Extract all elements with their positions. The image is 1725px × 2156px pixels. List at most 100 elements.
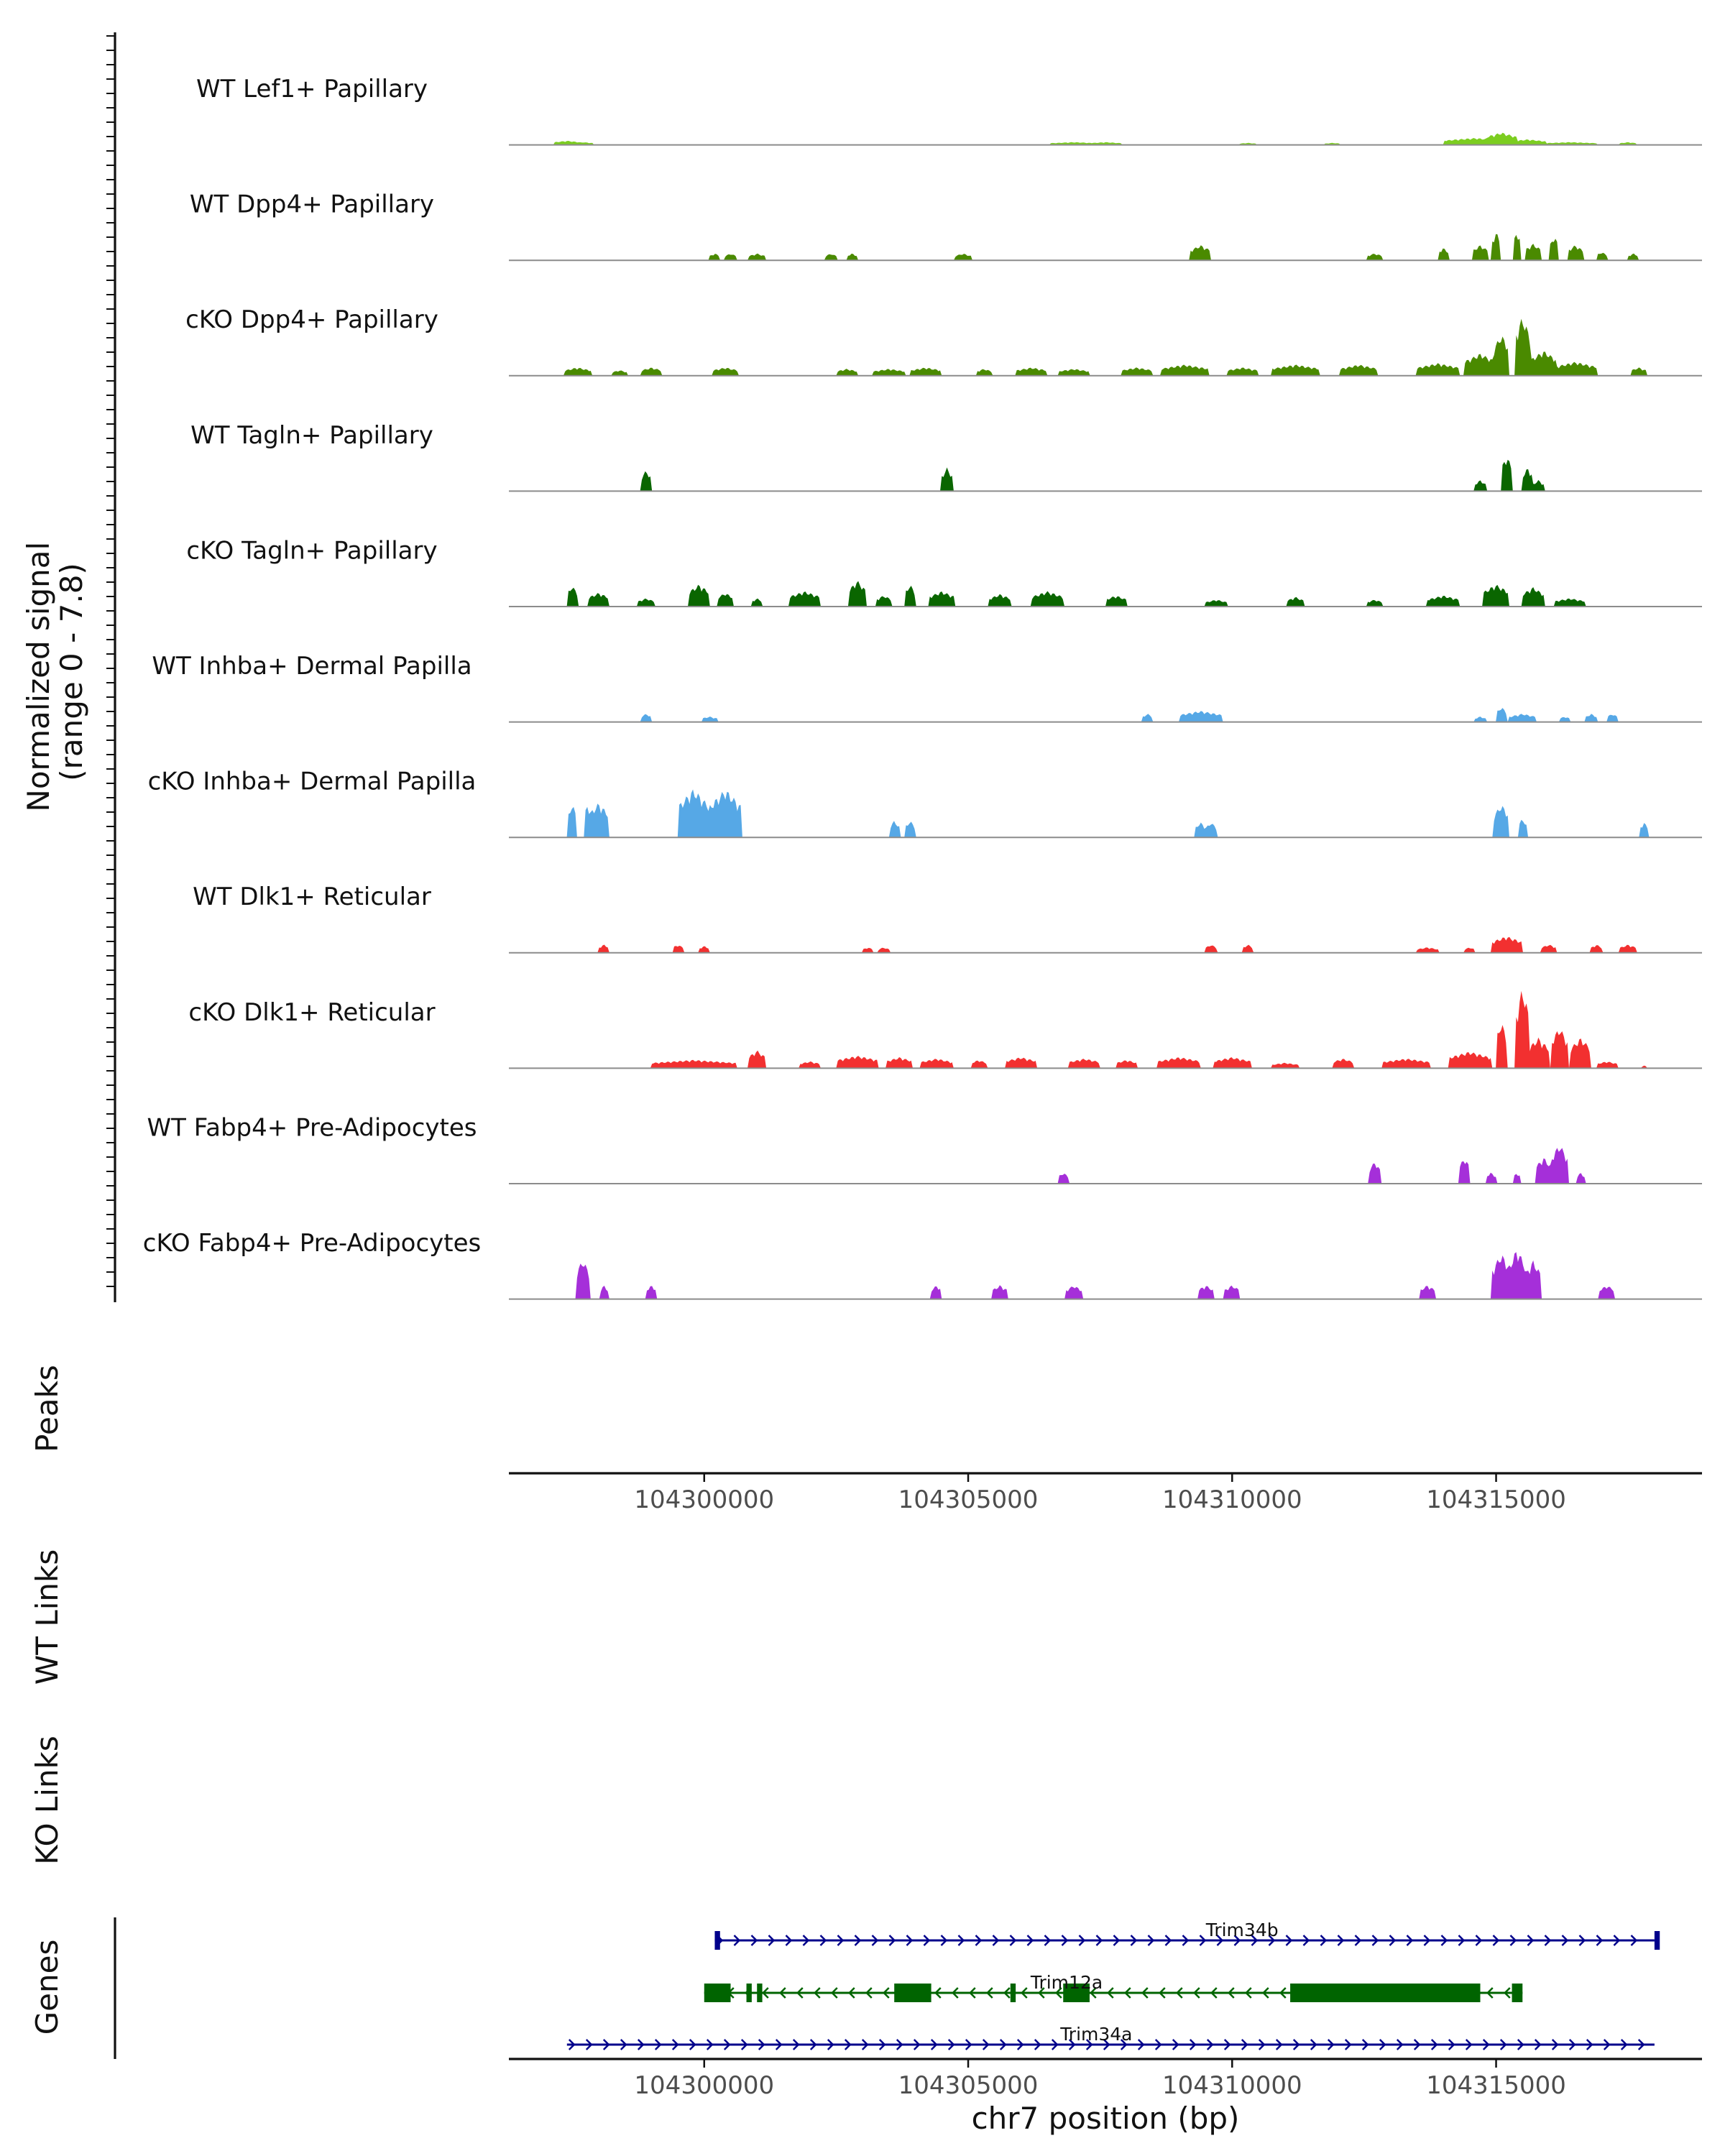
strand-arrow — [1228, 1987, 1235, 1999]
strand-arrow — [965, 2039, 972, 2050]
strand-arrow — [1361, 2039, 1369, 2050]
strand-arrow — [975, 1935, 983, 1946]
strand-arrow — [1275, 2039, 1283, 2050]
track-label: WT Lef1+ Papillary — [196, 75, 428, 103]
strand-arrow — [1193, 1987, 1200, 1999]
exon — [704, 1984, 731, 2002]
strand-arrow — [848, 1987, 855, 1999]
strand-arrow — [1406, 1935, 1414, 1946]
strand-arrow — [986, 1987, 993, 1999]
strand-arrow — [831, 1987, 838, 1999]
strand-arrow — [1302, 1935, 1310, 1946]
strand-arrow — [1492, 1935, 1500, 1946]
strand-arrow — [671, 2039, 679, 2050]
strand-arrow — [637, 2039, 645, 2050]
strand-arrow — [1337, 1935, 1345, 1946]
strand-arrow — [1596, 1935, 1604, 1946]
y-axis-ticks — [106, 35, 115, 1287]
x-axis-title: chr7 position (bp) — [972, 2101, 1240, 2136]
strand-arrow — [1603, 2039, 1611, 2050]
x-tick-label: 104300000 — [634, 2071, 774, 2100]
strand-arrow — [871, 1935, 879, 1946]
track-label: cKO Tagln+ Papillary — [186, 536, 437, 565]
track-11: cKO Fabp4+ Pre-Adipocytes — [143, 1229, 1702, 1300]
strand-arrow — [733, 1935, 741, 1946]
strand-arrow — [706, 2039, 714, 2050]
strand-arrow — [1223, 2039, 1231, 2050]
strand-arrow — [1379, 2039, 1386, 2050]
strand-arrow — [1534, 2039, 1542, 2050]
strand-arrow — [1107, 1987, 1114, 1999]
track-label: WT Fabp4+ Pre-Adipocytes — [147, 1113, 477, 1142]
strand-arrow — [1189, 2039, 1197, 2050]
y-axis-title-line-2: (range 0 - 7.8) — [54, 563, 89, 781]
strand-arrow — [1016, 2039, 1024, 2050]
strand-arrow — [792, 2039, 800, 2050]
gene-Trim34a: Trim34a — [566, 2024, 1655, 2050]
strand-arrow — [809, 2039, 817, 2050]
wt-links-panel-label: WT Links — [29, 1549, 65, 1685]
strand-arrow — [1021, 1987, 1028, 1999]
strand-arrow — [1499, 2039, 1507, 2050]
strand-arrow — [602, 2039, 610, 2050]
strand-arrow — [844, 2039, 852, 2050]
strand-arrow — [854, 1935, 862, 1946]
x-tick-label: 104315000 — [1426, 2071, 1566, 2100]
strand-arrow — [762, 1987, 769, 1999]
x-tick-label: 104305000 — [898, 1485, 1039, 1514]
track-label: WT Inhba+ Dermal Papilla — [152, 652, 472, 681]
strand-arrow — [1124, 1987, 1131, 1999]
strand-arrow — [930, 2039, 938, 2050]
strand-arrow — [1413, 2039, 1421, 2050]
strand-arrow — [861, 2039, 869, 2050]
strand-arrow — [1103, 2039, 1110, 2050]
track-10: WT Fabp4+ Pre-Adipocytes — [147, 1113, 1702, 1184]
strand-arrow — [1578, 1935, 1586, 1946]
track-3: cKO Dpp4+ Papillary — [185, 305, 1702, 377]
strand-arrow — [1279, 1987, 1287, 1999]
y-axis-title: Normalized signal (range 0 - 7.8) — [21, 532, 89, 811]
strand-arrow — [1504, 1987, 1511, 1999]
strand-arrow — [1586, 2039, 1593, 2050]
strand-arrow — [1486, 1987, 1494, 1999]
coverage-area — [509, 1148, 1702, 1184]
bottom-x-axis-ticks: 104300000 104305000 104310000 104315000 — [634, 2059, 1566, 2100]
strand-arrow — [940, 1935, 948, 1946]
strand-arrow — [1344, 2039, 1352, 2050]
strand-arrow — [1396, 2039, 1404, 2050]
strand-arrow — [819, 1935, 827, 1946]
strand-arrow — [1164, 1935, 1172, 1946]
strand-arrow — [1568, 2039, 1576, 2050]
strand-arrow — [768, 1935, 776, 1946]
strand-arrow — [1159, 1987, 1166, 1999]
track-2: WT Dpp4+ Papillary — [190, 190, 1702, 262]
strand-arrow — [1090, 1987, 1097, 1999]
strand-arrow — [758, 2039, 765, 2050]
strand-arrow — [723, 2039, 731, 2050]
strand-arrow — [1475, 1935, 1483, 1946]
track-8: WT Dlk1+ Reticular — [193, 883, 1702, 954]
exon — [1063, 1984, 1090, 2002]
track-9: cKO Dlk1+ Reticular — [188, 990, 1702, 1069]
coverage-area — [509, 581, 1702, 607]
strand-arrow — [1245, 1987, 1252, 1999]
strand-arrow — [883, 1987, 890, 1999]
exon — [1010, 1984, 1016, 2002]
strand-arrow — [740, 2039, 748, 2050]
strand-arrow — [1327, 2039, 1335, 2050]
strand-arrow — [1285, 1935, 1293, 1946]
strand-arrow — [785, 1935, 793, 1946]
strand-arrow — [1233, 1935, 1241, 1946]
strand-arrow — [1268, 1935, 1276, 1946]
track-label: cKO Fabp4+ Pre-Adipocytes — [143, 1229, 482, 1258]
coverage-area — [509, 708, 1702, 722]
exon — [1512, 1984, 1523, 2002]
peaks-x-axis-ticks: 104300000 104305000 104310000 104315000 — [634, 1473, 1566, 1514]
strand-arrow — [934, 1987, 942, 1999]
strand-arrow — [1440, 1935, 1448, 1946]
y-axis — [106, 32, 116, 1302]
peaks-x-axis: 104300000 104305000 104310000 104315000 — [509, 1472, 1702, 1514]
strand-arrow — [1482, 2039, 1490, 2050]
strand-arrow — [1095, 1935, 1103, 1946]
exon — [757, 1984, 763, 2002]
